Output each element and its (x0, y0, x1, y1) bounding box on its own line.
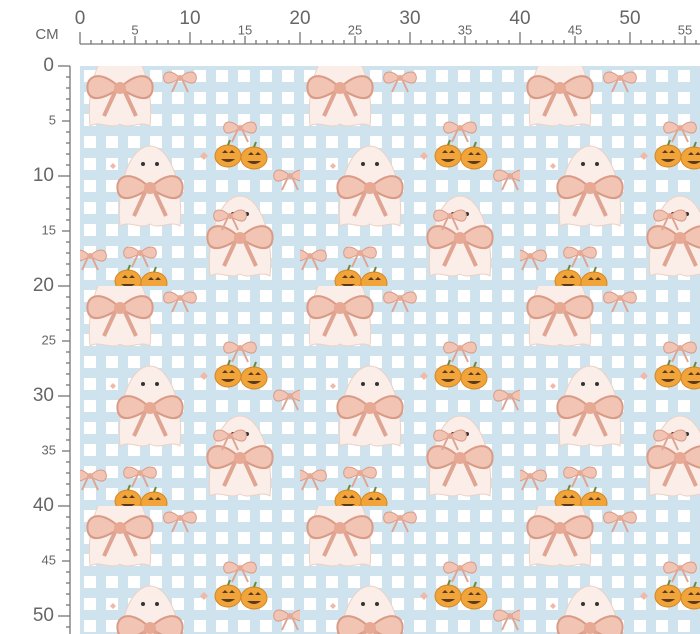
left-ruler-label: 10 (33, 165, 54, 186)
top-ruler-label: 55 (678, 22, 692, 37)
left-ruler-label: 20 (33, 275, 54, 296)
top-ruler-label: 5 (131, 22, 138, 37)
top-ruler-label: 20 (289, 8, 310, 29)
top-ruler-label: 30 (399, 8, 420, 29)
left-ruler-label: 50 (33, 605, 54, 626)
left-ruler-label: 25 (42, 332, 56, 347)
left-ruler-label: 40 (33, 495, 54, 516)
left-ruler-label: 0 (43, 55, 54, 76)
left-ruler-label: 30 (33, 385, 54, 406)
top-ruler-label: 15 (238, 22, 252, 37)
fabric-motifs (80, 66, 700, 634)
left-ruler-label: 35 (42, 442, 56, 457)
top-ruler-label: 40 (509, 8, 530, 29)
ruler-unit: CM (35, 26, 58, 43)
top-ruler-label: 10 (179, 8, 200, 29)
top-ruler-label: 50 (619, 8, 640, 29)
top-ruler-label: 45 (568, 22, 582, 37)
top-ruler-label: 25 (348, 22, 362, 37)
left-ruler-label: 5 (49, 112, 56, 127)
top-ruler-label: 0 (75, 8, 86, 29)
top-ruler-label: 35 (458, 22, 472, 37)
left-ruler-label: 15 (42, 222, 56, 237)
left-ruler-label: 45 (42, 552, 56, 567)
